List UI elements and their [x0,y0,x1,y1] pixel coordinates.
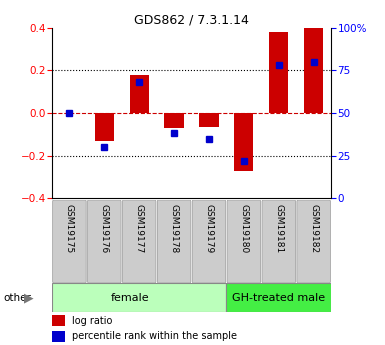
Title: GDS862 / 7.3.1.14: GDS862 / 7.3.1.14 [134,13,249,27]
Bar [52,283,226,312]
FancyBboxPatch shape [87,200,121,283]
Text: GH-treated male: GH-treated male [232,293,325,303]
Text: ▶: ▶ [24,291,34,304]
FancyBboxPatch shape [297,200,330,283]
Text: GSM19179: GSM19179 [204,204,214,254]
Text: other: other [4,293,32,303]
Bar [130,75,149,113]
FancyBboxPatch shape [122,200,156,283]
FancyBboxPatch shape [157,200,191,283]
FancyBboxPatch shape [227,200,261,283]
Bar [164,113,184,128]
Bar [234,113,253,171]
Bar [95,113,114,141]
Text: GSM19176: GSM19176 [100,204,109,254]
FancyBboxPatch shape [53,200,86,283]
Text: GSM19175: GSM19175 [65,204,74,254]
Text: female: female [111,293,150,303]
Bar [269,32,288,113]
Text: log ratio: log ratio [72,316,112,326]
Text: GSM19180: GSM19180 [239,204,248,254]
Text: GSM19178: GSM19178 [169,204,179,254]
Bar [304,28,323,113]
Text: GSM19177: GSM19177 [135,204,144,254]
Text: percentile rank within the sample: percentile rank within the sample [72,332,236,342]
FancyBboxPatch shape [192,200,226,283]
Text: GSM19181: GSM19181 [274,204,283,254]
Text: GSM19182: GSM19182 [309,204,318,253]
Bar [52,315,65,326]
Bar [199,113,219,127]
Bar [52,331,65,342]
Bar [226,283,331,312]
FancyBboxPatch shape [262,200,296,283]
